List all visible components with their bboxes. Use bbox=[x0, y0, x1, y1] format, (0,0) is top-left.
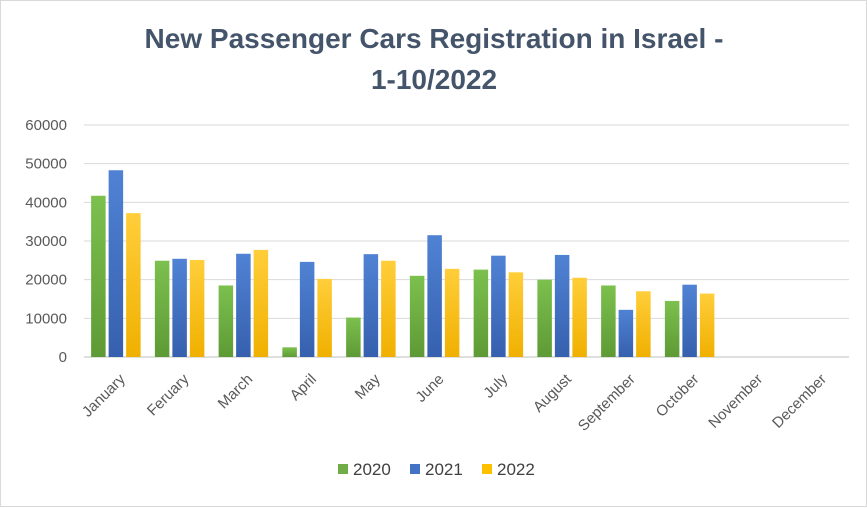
bar-2022-october bbox=[699, 293, 715, 357]
bar-2021-june bbox=[427, 235, 442, 357]
bar-2020-august bbox=[537, 279, 552, 357]
bar-2020-april bbox=[282, 347, 297, 357]
x-tick-label: Feruary bbox=[144, 370, 193, 419]
bar-2020-october bbox=[664, 300, 680, 357]
bar-2022-january bbox=[126, 213, 141, 357]
x-tick-label: May bbox=[352, 370, 384, 402]
x-tick-label: December bbox=[769, 371, 830, 432]
bar-2021-january bbox=[108, 170, 124, 357]
bar-2022-september bbox=[636, 291, 651, 357]
legend-label-2022: 2022 bbox=[497, 460, 535, 479]
bar-2021-september bbox=[618, 309, 634, 357]
bar-2021-may bbox=[363, 254, 379, 357]
bar-2022-july bbox=[508, 272, 524, 357]
x-tick-label: September bbox=[575, 371, 639, 435]
bar-2020-feruary bbox=[154, 260, 170, 357]
legend-swatch-2021 bbox=[410, 464, 420, 474]
chart-title-line-2: 1-10/2022 bbox=[371, 64, 497, 95]
bar-2020-march bbox=[218, 285, 234, 357]
x-tick-label: June bbox=[412, 371, 447, 406]
y-tick-label: 50000 bbox=[25, 156, 67, 173]
bar-2022-may bbox=[381, 260, 396, 357]
bar-2021-feruary bbox=[172, 258, 187, 357]
bar-2021-march bbox=[236, 253, 251, 357]
bar-2020-september bbox=[601, 285, 616, 357]
x-tick-label: November bbox=[705, 371, 766, 432]
y-tick-label: 20000 bbox=[25, 272, 67, 289]
legend-label-2020: 2020 bbox=[353, 460, 391, 479]
bar-2021-august bbox=[554, 254, 570, 357]
bar-2020-january bbox=[91, 195, 106, 357]
chart-title-line-1: New Passenger Cars Registration in Israe… bbox=[145, 23, 724, 54]
bar-2022-august bbox=[572, 277, 587, 357]
bar-2022-june bbox=[444, 268, 460, 357]
bar-2022-feruary bbox=[189, 259, 205, 357]
x-tick-label: April bbox=[287, 371, 320, 404]
y-tick-label: 30000 bbox=[25, 233, 67, 250]
y-tick-label: 40000 bbox=[25, 194, 67, 211]
bar-2020-july bbox=[473, 269, 489, 357]
x-tick-label: March bbox=[215, 371, 256, 412]
legend-label-2021: 2021 bbox=[425, 460, 463, 479]
legend-swatch-2020 bbox=[338, 464, 348, 474]
bar-2022-march bbox=[253, 249, 269, 357]
y-tick-label: 10000 bbox=[25, 310, 67, 327]
bar-2022-april bbox=[317, 278, 332, 357]
legend-swatch-2022 bbox=[482, 464, 492, 474]
x-tick-label: October bbox=[653, 371, 703, 421]
bar-2021-july bbox=[491, 255, 506, 357]
x-tick-label: August bbox=[530, 370, 576, 416]
y-tick-label: 60000 bbox=[25, 117, 67, 134]
x-tick-label: July bbox=[480, 370, 511, 401]
bar-2020-june bbox=[409, 275, 425, 357]
x-tick-label: January bbox=[79, 370, 129, 420]
bar-2021-april bbox=[299, 261, 315, 357]
bar-2020-may bbox=[346, 317, 361, 357]
y-tick-label: 0 bbox=[59, 349, 67, 366]
bar-2021-october bbox=[682, 284, 697, 357]
